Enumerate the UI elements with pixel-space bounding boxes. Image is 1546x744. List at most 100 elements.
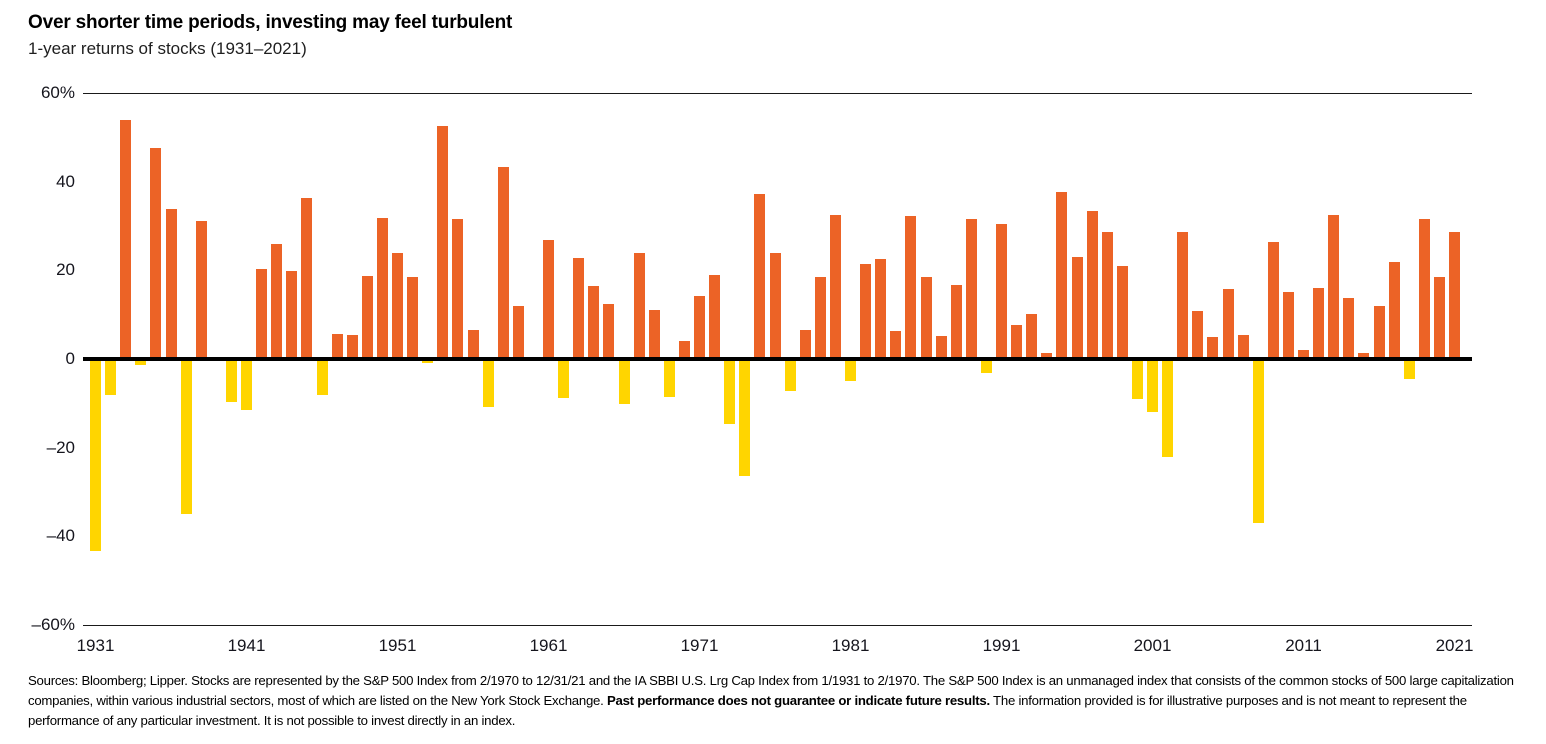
y-tick--40: –40 (46, 526, 75, 546)
bar-1994 (1041, 353, 1053, 359)
bar-1998 (1101, 232, 1113, 359)
bar-2016 (1373, 305, 1385, 359)
bar-1931 (90, 359, 101, 551)
bar-2019 (1418, 219, 1430, 359)
bar-2003 (1177, 231, 1189, 359)
y-tick--60: –60% (31, 615, 75, 634)
bar-2010 (1282, 292, 1294, 359)
page-subtitle: 1-year returns of stocks (1931–2021) (28, 39, 307, 58)
page-title: Over shorter time periods, investing may… (28, 12, 513, 33)
bar-1997 (1086, 210, 1098, 359)
bar-1981 (845, 359, 856, 381)
bar-1976 (769, 253, 781, 359)
y-tick-60: 60% (40, 83, 75, 102)
bar-1967 (633, 252, 645, 359)
bar-1940 (225, 359, 237, 403)
bar-1944 (286, 271, 298, 359)
bar-1951 (392, 252, 403, 359)
bar-1975 (754, 194, 766, 359)
bar-2004 (1192, 310, 1204, 359)
bar-1996 (1071, 257, 1083, 359)
bar-1941 (241, 359, 252, 411)
bar-1969 (663, 359, 675, 397)
bar-1947 (331, 333, 343, 359)
bar-1972 (709, 274, 721, 359)
bar-1986 (920, 276, 932, 359)
bar-2001 (1147, 359, 1158, 412)
bar-2014 (1343, 298, 1355, 359)
bar-1987 (935, 335, 947, 359)
bar-2012 (1313, 288, 1325, 359)
disclaimer-text-2: The information provided is for illustra… (28, 693, 1467, 728)
disclaimer-text-1: Sources: Bloomberg; Lipper. Stocks are r… (28, 673, 1514, 708)
bar-1961 (543, 239, 554, 359)
x-tick-2011: 2011 (1285, 636, 1322, 655)
bar-1952 (407, 277, 419, 359)
bar-2021 (1449, 231, 1460, 359)
bar-1974 (739, 359, 751, 477)
bar-1934 (135, 359, 147, 366)
y-tick--20: –20 (46, 437, 75, 457)
bar-1971 (694, 295, 705, 359)
bar-1982 (860, 264, 872, 359)
x-tick-1931: 1931 (76, 636, 115, 655)
bar-1935 (150, 147, 162, 359)
bar-1943 (271, 244, 283, 359)
bar-1988 (950, 284, 962, 359)
bar-1966 (618, 359, 630, 404)
bar-1950 (376, 218, 388, 359)
bar-1933 (120, 119, 132, 359)
source-disclaimer: Sources: Bloomberg; Lipper. Stocks are r… (28, 671, 1520, 731)
bar-1958 (497, 166, 509, 359)
bar-1989 (965, 219, 977, 359)
bar-1985 (905, 216, 917, 359)
bar-1957 (482, 359, 494, 407)
bar-1936 (165, 208, 177, 359)
y-tick-20: 20 (56, 260, 75, 280)
bar-1932 (105, 359, 117, 396)
bar-1977 (784, 359, 796, 391)
disclaimer-bold-text: Past performance does not guarantee or i… (606, 693, 990, 708)
x-tick-1981: 1981 (831, 636, 870, 655)
gridline-minus-60pct (83, 625, 1472, 626)
bar-1979 (814, 277, 826, 359)
x-tick-2021: 2021 (1435, 636, 1474, 655)
bar-2017 (1388, 262, 1400, 359)
bar-1945 (301, 197, 313, 359)
bar-2006 (1222, 288, 1234, 359)
y-tick-40: 40 (56, 171, 75, 191)
bar-1938 (195, 221, 207, 359)
y-tick-0: 0 (65, 349, 75, 368)
bar-2009 (1267, 241, 1279, 359)
bar-1984 (890, 331, 902, 359)
bar-1978 (799, 329, 811, 359)
x-tick-2001: 2001 (1133, 636, 1172, 655)
x-tick-1991: 1991 (982, 636, 1021, 655)
bar-1993 (1026, 314, 1038, 359)
bar-1990 (980, 359, 992, 373)
bar-2005 (1207, 337, 1219, 359)
bar-1992 (1011, 325, 1023, 359)
x-tick-1941: 1941 (227, 636, 266, 655)
bar-1963 (573, 257, 585, 359)
bar-1970 (678, 341, 690, 359)
bar-1953 (422, 359, 434, 364)
zero-axis-line (83, 357, 1472, 361)
bar-2002 (1162, 359, 1174, 457)
bar-1983 (875, 259, 887, 359)
bar-2000 (1131, 359, 1143, 400)
bar-2011 (1298, 349, 1309, 359)
bar-1991 (996, 223, 1007, 359)
bar-1995 (1056, 192, 1068, 359)
bar-2020 (1433, 277, 1445, 359)
bar-2018 (1403, 359, 1415, 379)
bar-1999 (1116, 265, 1128, 359)
bar-1946 (316, 359, 328, 395)
gridline-60pct (83, 93, 1472, 94)
bar-1959 (512, 305, 524, 359)
bar-1954 (437, 125, 449, 359)
x-tick-1961: 1961 (529, 636, 568, 655)
bar-2007 (1237, 334, 1249, 359)
x-tick-1951: 1951 (378, 636, 417, 655)
